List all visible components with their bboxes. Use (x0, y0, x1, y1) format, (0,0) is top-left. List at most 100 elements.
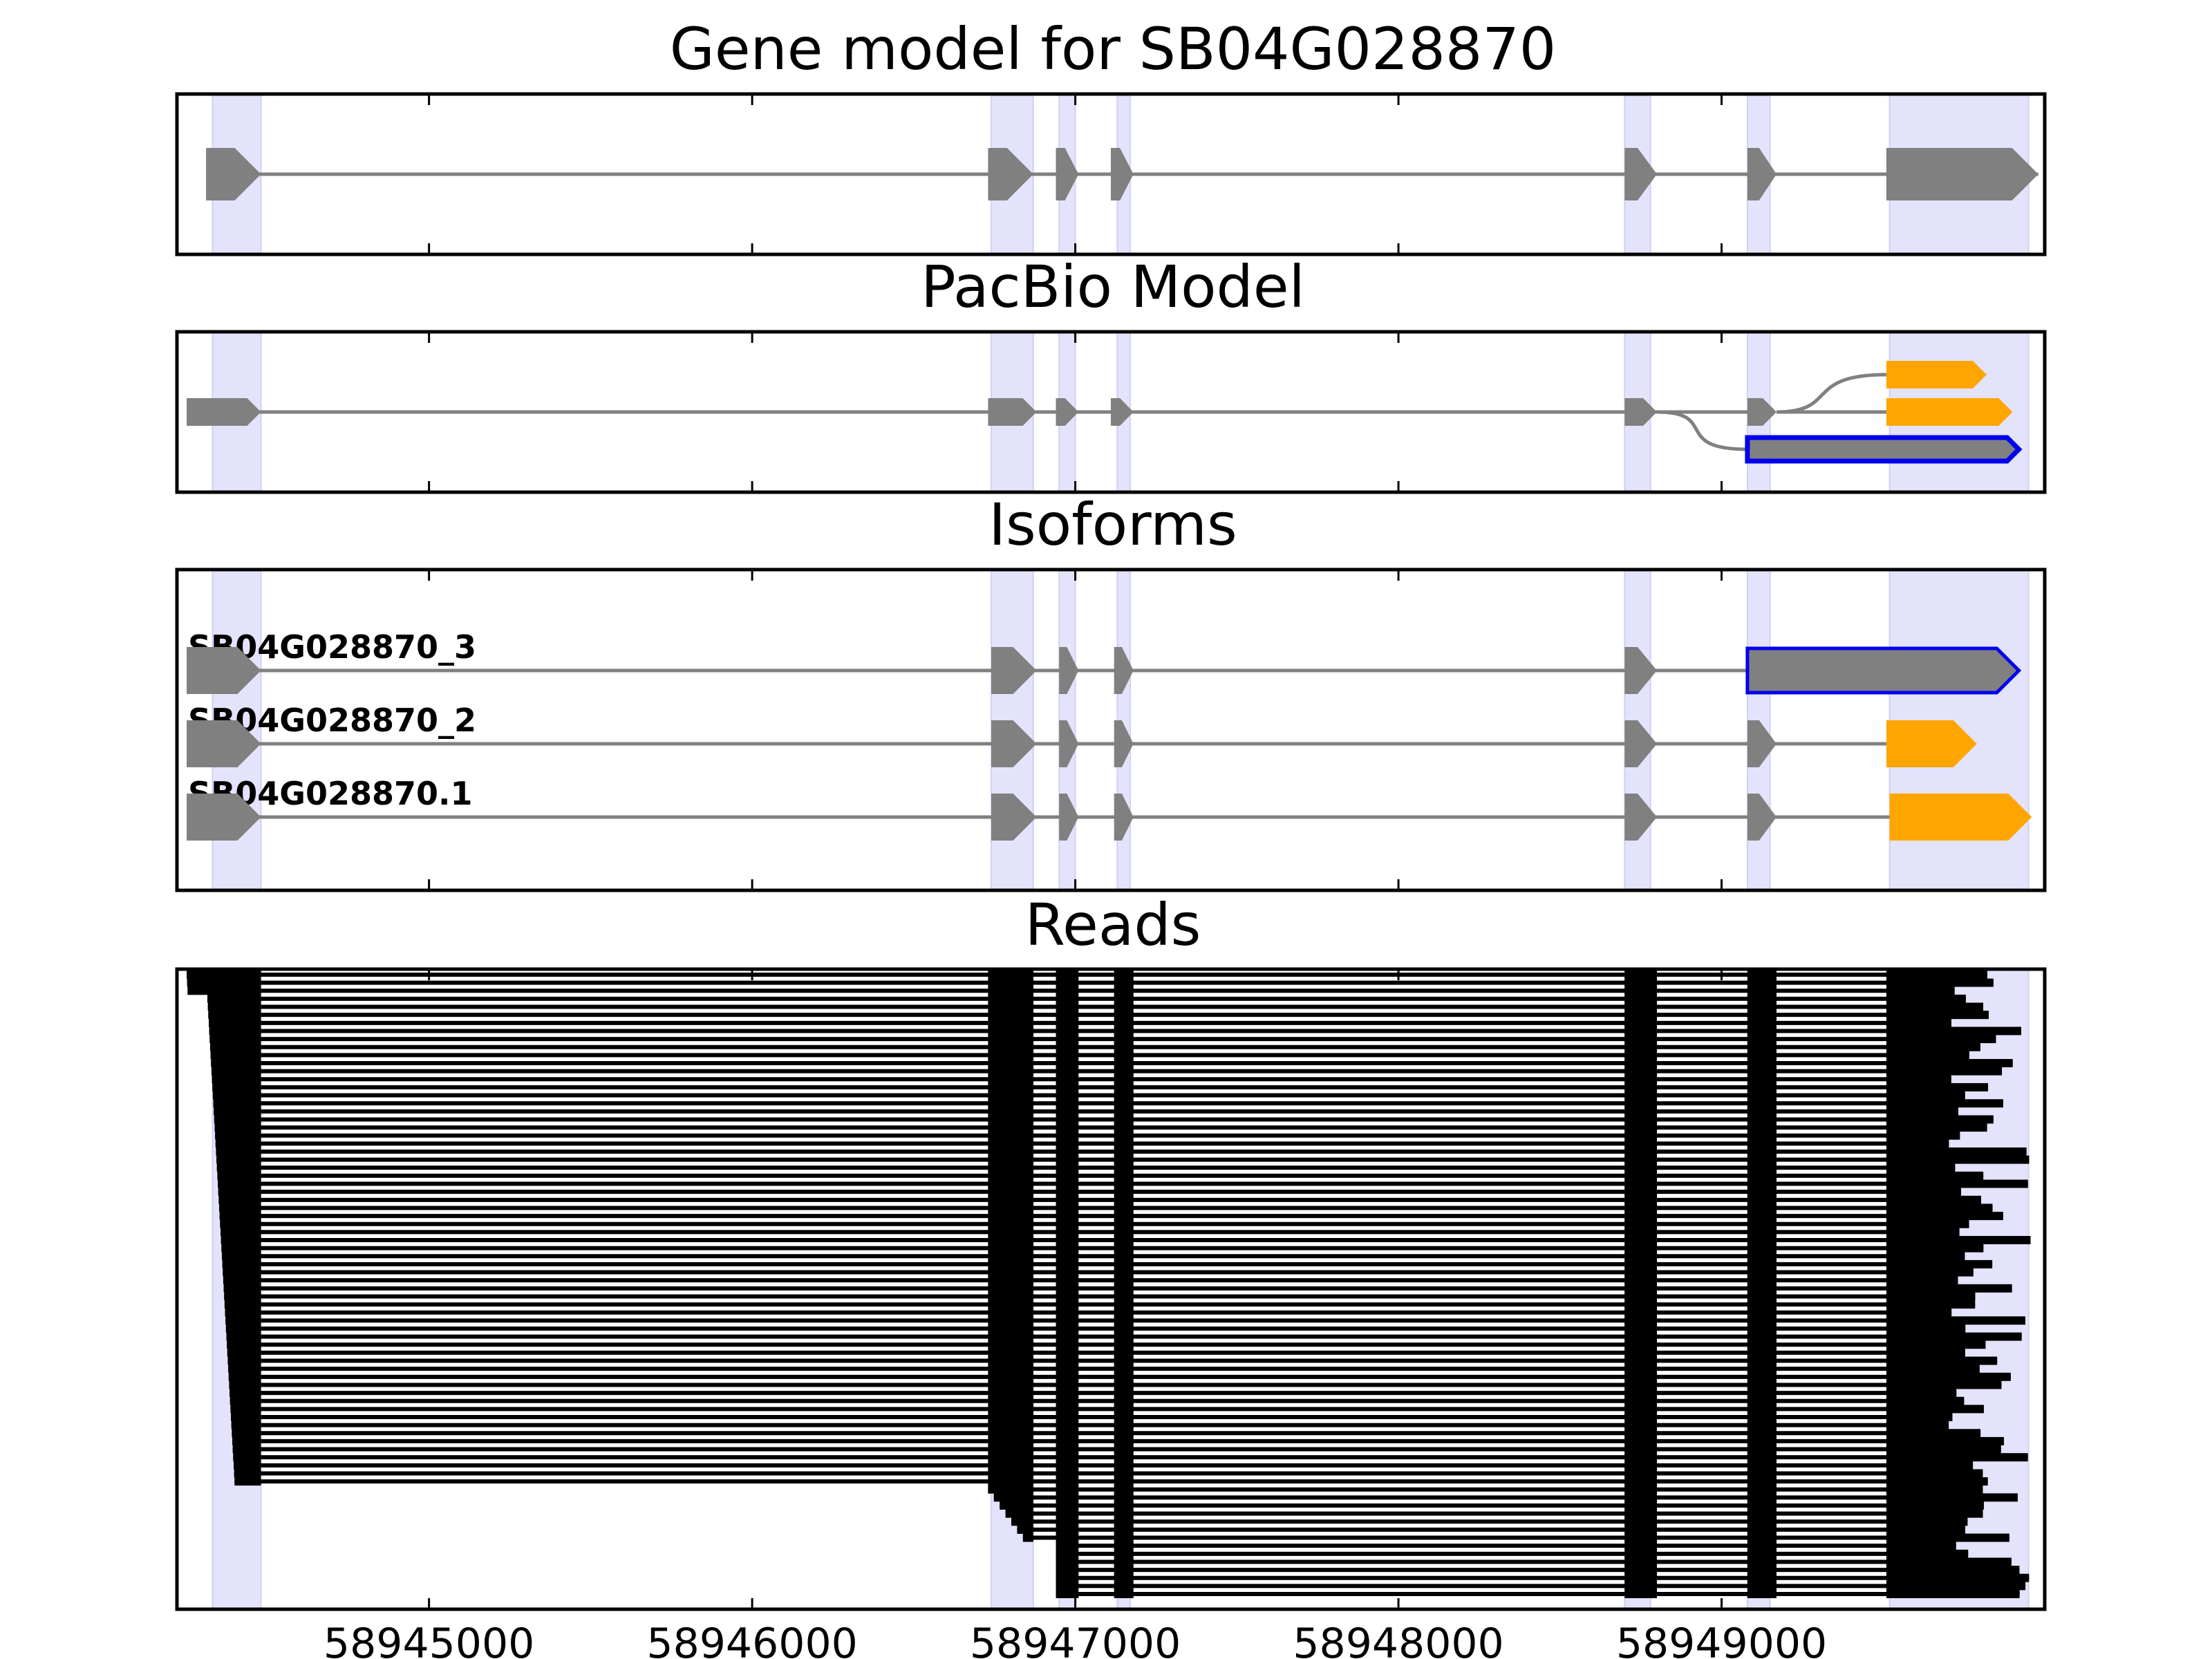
read-50-block-6 (1886, 1372, 2011, 1381)
read-76-block-2 (1056, 1582, 1079, 1591)
read-71-block-6 (1886, 1541, 1956, 1550)
read-31-block-4 (1624, 1219, 1658, 1228)
read-69-block-2 (1056, 1525, 1079, 1534)
read-76-block-3 (1114, 1582, 1134, 1591)
read-51-block-3 (1114, 1380, 1134, 1389)
read-23-block-5 (1747, 1155, 1777, 1164)
read-27-block-0 (218, 1188, 261, 1197)
read-41-block-6 (1886, 1300, 1976, 1309)
read-62-block-0 (234, 1469, 261, 1478)
read-68-block-5 (1747, 1517, 1777, 1526)
read-2-block-4 (1624, 986, 1658, 995)
read-19-block-2 (1056, 1123, 1079, 1132)
read-26-block-1 (988, 1179, 1033, 1188)
read-68-block-4 (1624, 1517, 1658, 1526)
read-0-block-6 (1886, 971, 1987, 979)
x-tick-label-1: 58946000 (646, 1620, 857, 1659)
read-62-block-1 (988, 1469, 1033, 1478)
read-14-block-1 (988, 1082, 1033, 1091)
read-63-block-1 (988, 1477, 1033, 1486)
read-26-block-0 (218, 1179, 261, 1188)
read-66-block-6 (1886, 1501, 1984, 1510)
read-71-block-5 (1747, 1541, 1777, 1550)
read-67-block-2 (1056, 1509, 1079, 1518)
read-30-block-4 (1624, 1212, 1658, 1221)
read-46-block-0 (227, 1340, 261, 1349)
read-54-block-2 (1056, 1405, 1079, 1414)
read-67-block-5 (1747, 1509, 1777, 1518)
read-58-block-5 (1747, 1436, 1777, 1445)
read-35-block-1 (988, 1252, 1033, 1261)
read-37-block-3 (1114, 1268, 1134, 1277)
read-4-block-5 (1747, 1002, 1777, 1011)
read-18-block-3 (1114, 1115, 1134, 1124)
read-77-block-3 (1114, 1590, 1134, 1598)
read-59-block-0 (232, 1445, 261, 1454)
read-3-block-2 (1056, 994, 1079, 1003)
read-17-block-4 (1624, 1107, 1658, 1116)
read-12-block-5 (1747, 1067, 1777, 1076)
read-15-block-2 (1056, 1091, 1079, 1100)
read-38-block-3 (1114, 1276, 1134, 1285)
title-gene-model: Gene model for SB04G028870 (670, 15, 1556, 83)
read-51-block-1 (988, 1380, 1033, 1389)
read-22-block-3 (1114, 1147, 1134, 1156)
read-1-block-6 (1886, 978, 1994, 987)
read-27-block-2 (1056, 1188, 1079, 1197)
read-61-block-0 (233, 1461, 261, 1470)
read-30-block-1 (988, 1212, 1033, 1221)
read-34-block-3 (1114, 1244, 1134, 1253)
read-4-block-0 (207, 1002, 261, 1011)
read-1-block-3 (1114, 978, 1134, 987)
read-21-block-5 (1747, 1139, 1777, 1148)
read-52-block-0 (229, 1389, 261, 1398)
read-68-block-3 (1114, 1517, 1134, 1526)
read-57-block-6 (1886, 1429, 1981, 1438)
read-77-block-4 (1624, 1590, 1658, 1598)
read-0-block-5 (1747, 971, 1777, 979)
read-16-block-3 (1114, 1099, 1134, 1108)
read-10-block-1 (988, 1051, 1033, 1060)
read-22-block-5 (1747, 1147, 1777, 1156)
read-60-block-6 (1886, 1453, 2028, 1462)
read-37-block-1 (988, 1268, 1033, 1277)
read-43-block-5 (1747, 1316, 1777, 1325)
read-48-block-4 (1624, 1356, 1658, 1365)
gene-model-exon-5 (1747, 148, 1777, 200)
read-42-block-0 (225, 1308, 261, 1317)
isoform-0-exon-0 (187, 647, 261, 694)
read-23-block-6 (1886, 1155, 2030, 1164)
read-19-block-4 (1624, 1123, 1658, 1132)
read-19-block-3 (1114, 1123, 1134, 1132)
read-13-block-5 (1747, 1075, 1777, 1084)
isoform-1-exon-3 (1114, 720, 1134, 767)
isoform-2-exon-0 (187, 794, 261, 841)
read-55-block-4 (1624, 1413, 1658, 1421)
read-52-block-2 (1056, 1389, 1079, 1398)
read-0-block-0 (187, 971, 261, 979)
read-63-block-3 (1114, 1477, 1134, 1486)
read-53-block-3 (1114, 1396, 1134, 1405)
read-40-block-0 (224, 1292, 261, 1301)
read-74-block-6 (1886, 1566, 2020, 1575)
read-45-block-2 (1056, 1332, 1079, 1341)
read-7-block-2 (1056, 1027, 1079, 1035)
read-54-block-1 (988, 1405, 1033, 1414)
read-51-block-0 (229, 1380, 261, 1389)
read-45-block-4 (1624, 1332, 1658, 1341)
read-65-block-3 (1114, 1493, 1134, 1502)
read-18-block-1 (988, 1115, 1033, 1124)
read-15-block-5 (1747, 1091, 1777, 1100)
read-33-block-1 (988, 1236, 1033, 1244)
pacbio-curve-up (1776, 373, 1886, 414)
read-27-block-3 (1114, 1188, 1134, 1197)
read-32-block-5 (1747, 1228, 1777, 1237)
read-43-block-4 (1624, 1316, 1658, 1325)
read-4-block-4 (1624, 1002, 1658, 1011)
read-63-block-4 (1624, 1477, 1658, 1486)
read-44-block-0 (225, 1324, 261, 1333)
reads-panel-frame (175, 967, 2047, 1611)
read-65-block-6 (1886, 1493, 2018, 1502)
read-15-block-1 (988, 1091, 1033, 1100)
